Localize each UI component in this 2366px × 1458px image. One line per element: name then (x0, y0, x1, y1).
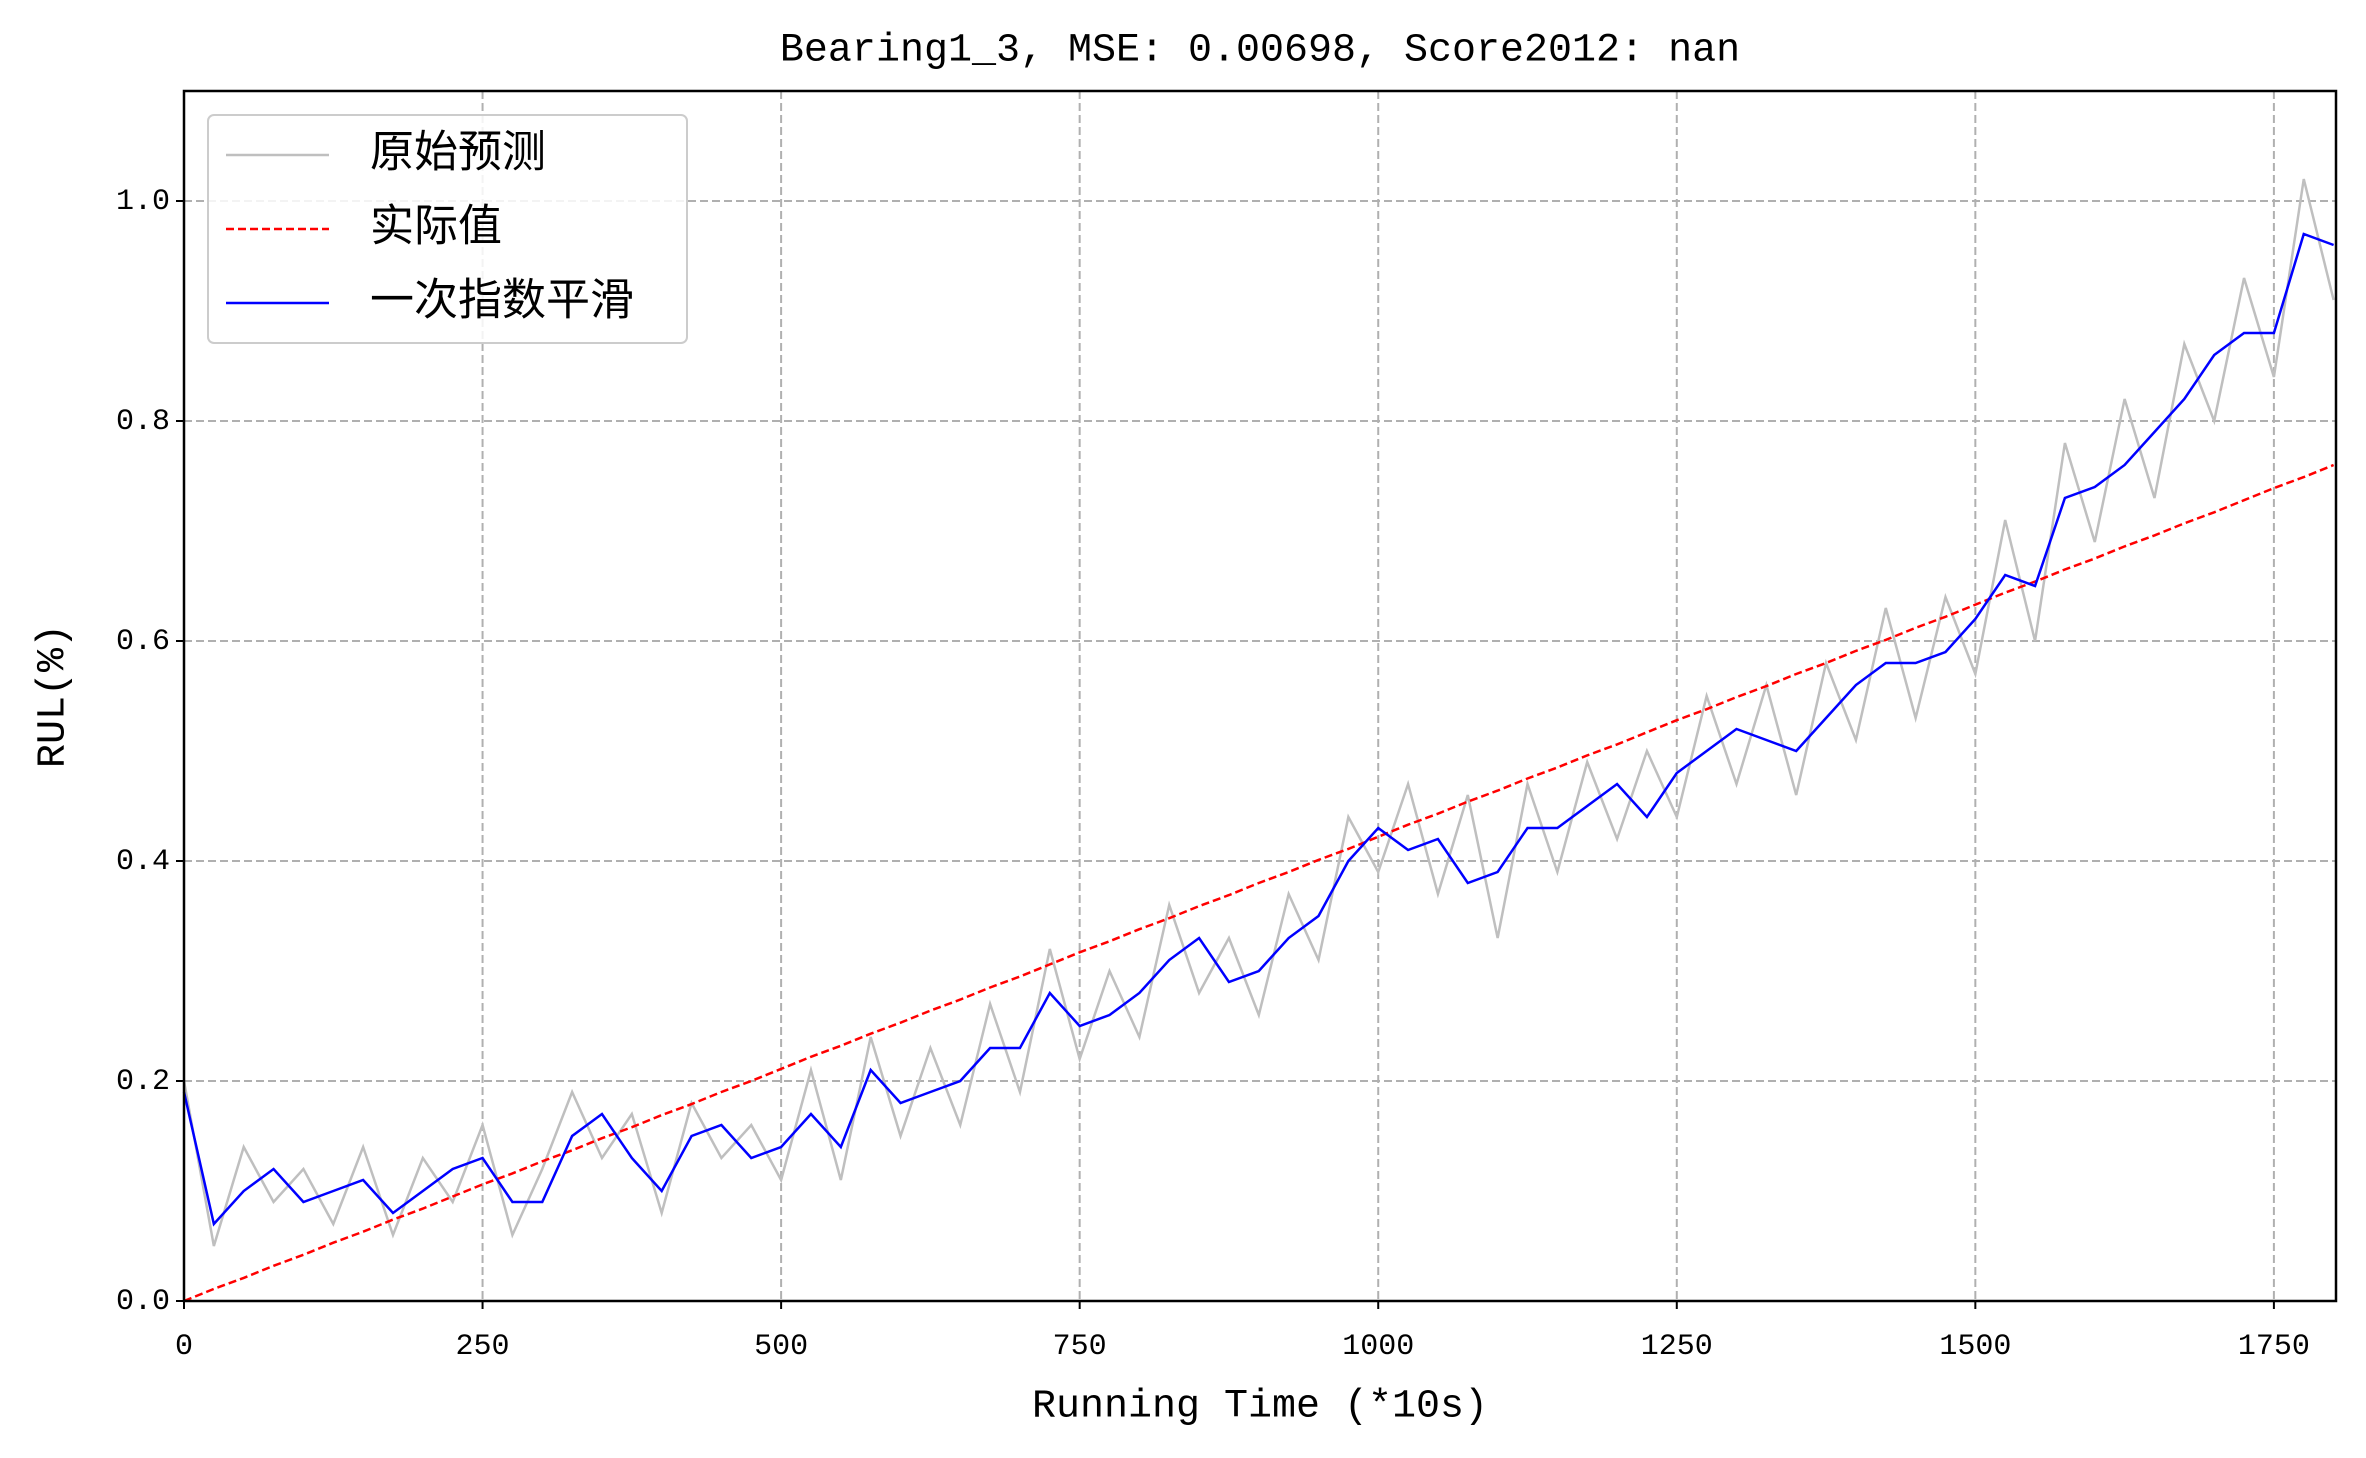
series-line (183, 463, 2335, 1303)
x-tick-label: 1250 (1641, 1330, 1713, 1364)
y-tick-label: 0.6 (116, 625, 170, 659)
chart-title: Bearing1_3, MSE: 0.00698, Score2012: nan (780, 29, 1740, 74)
legend-label: 实际值 (370, 203, 502, 255)
series-line (182, 178, 2335, 1247)
series-line (182, 232, 2335, 1227)
x-tick-label: 1750 (2238, 1330, 2310, 1364)
legend-box (207, 114, 688, 344)
plot-frame (182, 89, 2338, 1303)
x-tick-label: 1000 (1342, 1330, 1414, 1364)
legend-label: 原始预测 (370, 129, 546, 181)
y-tick-label: 0.2 (116, 1065, 170, 1099)
y-axis-label: RUL(%) (32, 624, 77, 768)
legend-label: 一次指数平滑 (370, 277, 634, 329)
y-tick-label: 0.0 (116, 1285, 170, 1319)
x-tick-label: 250 (456, 1330, 510, 1364)
y-tick-label: 0.4 (116, 845, 170, 879)
y-tick-label: 1.0 (116, 185, 170, 219)
x-tick-label: 750 (1053, 1330, 1107, 1364)
x-tick-label: 500 (754, 1330, 808, 1364)
x-tick-label: 0 (175, 1330, 193, 1364)
x-axis-label: Running Time (*10s) (1032, 1385, 1488, 1430)
x-tick-label: 1500 (1939, 1330, 2011, 1364)
y-tick-label: 0.8 (116, 405, 170, 439)
